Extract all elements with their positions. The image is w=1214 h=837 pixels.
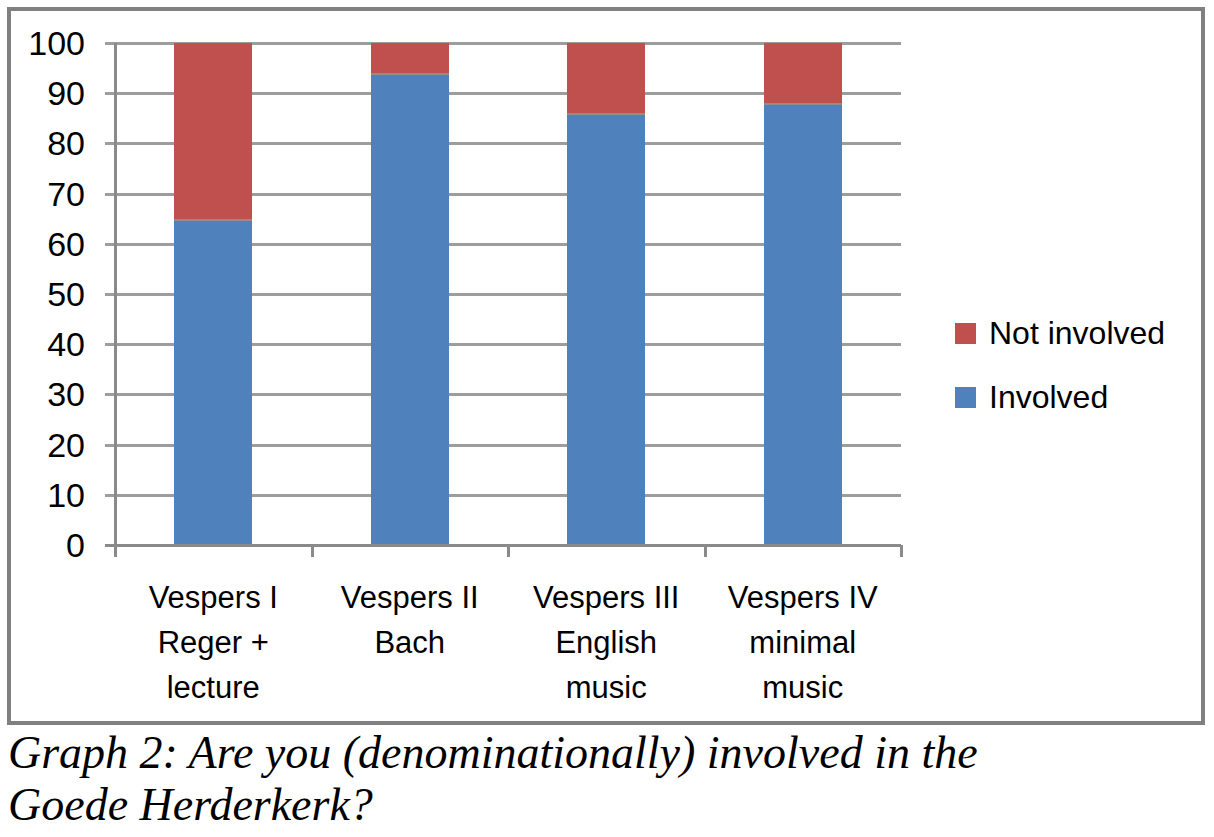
y-axis-tick-label-30: 30 [11, 374, 85, 414]
legend-item-not-involved: Not involved [955, 313, 1165, 353]
bar-involved-3 [567, 113, 645, 545]
x-axis-category-label-3: Vespers IIIEnglishmusic [508, 575, 705, 710]
x-axis-category-label-4: Vespers IVminimalmusic [705, 575, 902, 710]
x-axis-label-line: minimal [705, 620, 902, 665]
x-axis-label-line: Vespers II [312, 575, 509, 620]
y-axis-tick-label-10: 10 [11, 475, 85, 515]
y-axis-tick-label-20: 20 [11, 425, 85, 465]
y-axis-tick-label-70: 70 [11, 174, 85, 214]
x-axis-label-line: Bach [312, 620, 509, 665]
bar-involved-4 [764, 103, 842, 545]
legend-label: Not involved [989, 315, 1165, 352]
x-axis-tick [311, 545, 314, 557]
x-axis-label-line: Vespers III [508, 575, 705, 620]
y-axis-tick-label-40: 40 [11, 324, 85, 364]
x-axis-label-line: Reger + [115, 620, 312, 665]
y-axis-tick-label-100: 100 [11, 23, 85, 63]
bar-involved-1 [174, 219, 252, 545]
x-axis-label-line: music [705, 665, 902, 710]
x-axis-label-line: music [508, 665, 705, 710]
x-axis-tick [114, 545, 117, 557]
bar-not-involved-4 [764, 43, 842, 103]
y-axis-tick-label-60: 60 [11, 224, 85, 264]
x-axis-label-line: Vespers I [115, 575, 312, 620]
y-axis-line [114, 43, 117, 557]
caption-line-2: Goede Herderkerk? [8, 779, 373, 830]
x-axis-tick [507, 545, 510, 557]
x-axis-label-line: lecture [115, 665, 312, 710]
x-axis-category-label-1: Vespers IReger +lecture [115, 575, 312, 710]
legend-swatch-icon [955, 323, 976, 344]
chart-frame: 0 10 20 30 40 50 60 70 80 90 100 Vespers IReger +le… [7, 7, 1205, 725]
x-axis-label-line: Vespers IV [705, 575, 902, 620]
legend-label: Involved [989, 379, 1108, 416]
x-axis-category-label-2: Vespers IIBach [312, 575, 509, 665]
legend: Not involved Involved [955, 313, 1165, 441]
bar-not-involved-1 [174, 43, 252, 219]
chart-caption: Graph 2: Are you (denominationally) invo… [8, 727, 1198, 831]
y-axis-tick-label-80: 80 [11, 123, 85, 163]
legend-swatch-icon [955, 387, 976, 408]
bar-not-involved-3 [567, 43, 645, 113]
y-axis-tick-label-0: 0 [11, 525, 85, 565]
bar-involved-2 [371, 73, 449, 545]
chart-canvas: 0 10 20 30 40 50 60 70 80 90 100 Vespers IReger +le… [11, 11, 1201, 721]
bar-not-involved-2 [371, 43, 449, 73]
x-axis-label-line: English [508, 620, 705, 665]
x-axis-tick [900, 545, 903, 557]
legend-item-involved: Involved [955, 377, 1165, 417]
y-axis-tick-label-50: 50 [11, 274, 85, 314]
x-axis-tick [704, 545, 707, 557]
caption-line-1: Graph 2: Are you (denominationally) invo… [8, 727, 978, 778]
y-axis-tick-label-90: 90 [11, 73, 85, 113]
x-axis-line [105, 544, 901, 547]
